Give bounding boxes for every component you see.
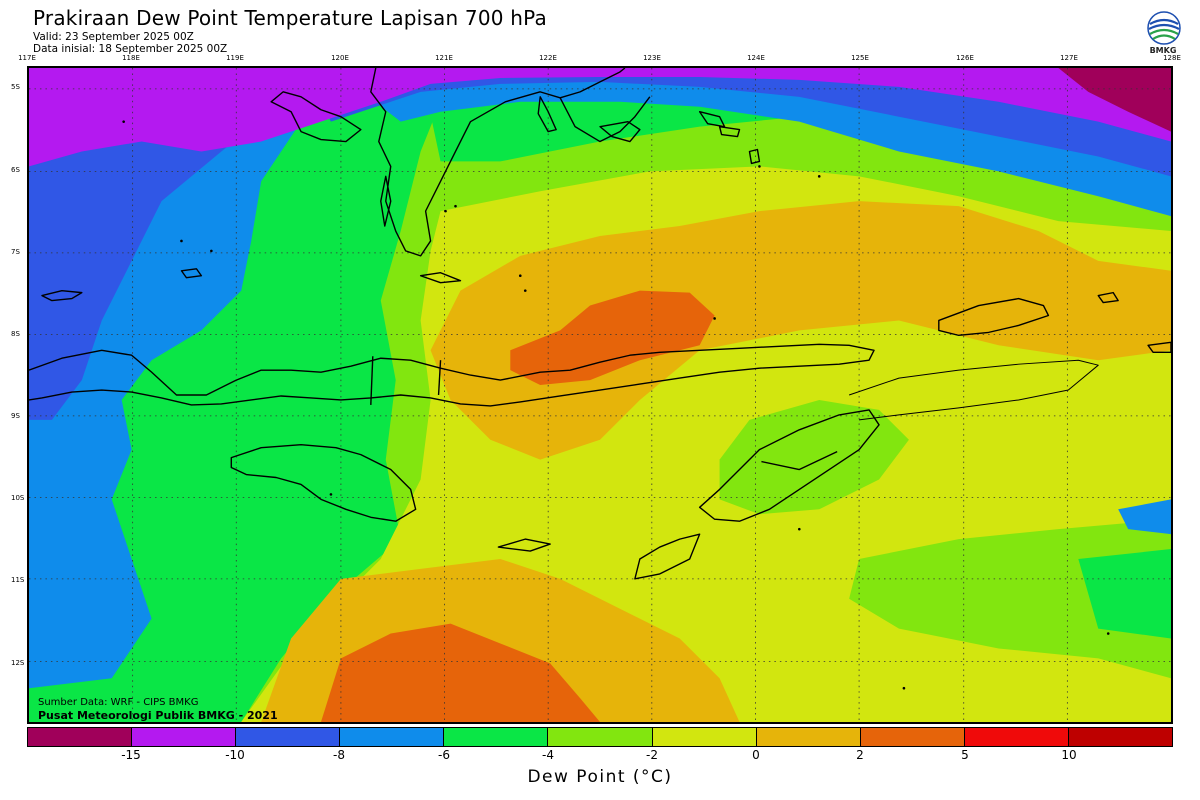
lat-label: 5S — [11, 83, 20, 91]
colorbar-title: Dew Point (°C) — [527, 767, 673, 787]
colorbar-tick: -2 — [646, 748, 658, 762]
dew-point-map — [27, 66, 1173, 724]
colorbar-segment — [1068, 728, 1173, 746]
colorbar-tick: -10 — [225, 748, 245, 762]
colorbar-segment — [236, 728, 341, 746]
lat-label: 6S — [11, 166, 20, 174]
lon-label: 125E — [851, 54, 869, 62]
lon-label: 120E — [331, 54, 349, 62]
init-time: Data inisial: 18 September 2025 00Z — [33, 43, 228, 55]
colorbar-segment — [340, 728, 445, 746]
colorbar-segment — [860, 728, 965, 746]
colorbar-tick: -8 — [333, 748, 345, 762]
lat-label: 8S — [11, 330, 20, 338]
bmkg-logo-icon — [1147, 11, 1181, 45]
field-blue-north — [301, 68, 1171, 177]
colorbar-segment — [964, 728, 1069, 746]
islets — [122, 120, 1110, 690]
lon-label: 127E — [1060, 54, 1078, 62]
lon-label: 117E — [18, 54, 36, 62]
lon-label: 119E — [226, 54, 244, 62]
field-orange-south — [320, 623, 600, 722]
coastlines — [29, 68, 1171, 580]
colorbar-tick: 5 — [961, 748, 969, 762]
field-blue — [29, 68, 302, 420]
lon-label: 126E — [956, 54, 974, 62]
logo-label: BMKG — [1149, 46, 1177, 55]
colorbar-tick: -15 — [121, 748, 141, 762]
map-title: Prakiraan Dew Point Temperature Lapisan … — [33, 6, 547, 30]
colorbar-tick: 10 — [1061, 748, 1077, 762]
colorbar — [27, 727, 1173, 747]
field-green-east — [719, 399, 909, 515]
lon-label: 122E — [539, 54, 557, 62]
lat-label: 9S — [11, 412, 20, 420]
lon-label: 123E — [643, 54, 661, 62]
graticule — [29, 68, 1171, 722]
lat-label: 12S — [11, 659, 25, 667]
lon-label: 121E — [435, 54, 453, 62]
colorbar-segment — [28, 728, 133, 746]
colorbar-segment — [444, 728, 549, 746]
field-violet — [29, 68, 1171, 167]
colorbar-segment — [548, 728, 653, 746]
lat-label: 7S — [11, 248, 20, 256]
field-gold — [430, 201, 1171, 460]
longitude-labels: 117E 118E 119E 120E 121E 122E 123E 124E … — [0, 54, 1200, 64]
lat-label: 11S — [11, 576, 25, 584]
latitude-labels: 5S 6S 7S 8S 9S 10S 11S 12S — [0, 0, 28, 800]
valid-time: Valid: 23 September 2025 00Z — [33, 31, 194, 43]
colorbar-tick: 0 — [752, 748, 760, 762]
field-orange — [510, 290, 715, 386]
map-canvas — [29, 68, 1171, 722]
lon-label: 128E — [1163, 54, 1181, 62]
colorbar-tick-labels: -15 -10 -8 -6 -4 -2 0 2 5 10 — [27, 748, 1173, 764]
colorbar-segment — [652, 728, 757, 746]
lon-label: 118E — [122, 54, 140, 62]
colorbar-tick: -4 — [542, 748, 554, 762]
field-magenta — [1058, 68, 1171, 132]
field-lightblue-east — [1118, 499, 1171, 535]
lat-label: 10S — [11, 494, 25, 502]
office-credit: Pusat Meteorologi Publik BMKG - 2021 — [38, 709, 278, 722]
data-source-credit: Sumber Data: WRF - CIPS BMKG — [38, 697, 199, 708]
colorbar-segment — [756, 728, 861, 746]
field-green-bright-east — [1078, 549, 1171, 639]
lon-label: 124E — [747, 54, 765, 62]
colorbar-segment — [132, 728, 237, 746]
colorbar-tick: -6 — [438, 748, 450, 762]
colorbar-tick: 2 — [856, 748, 864, 762]
